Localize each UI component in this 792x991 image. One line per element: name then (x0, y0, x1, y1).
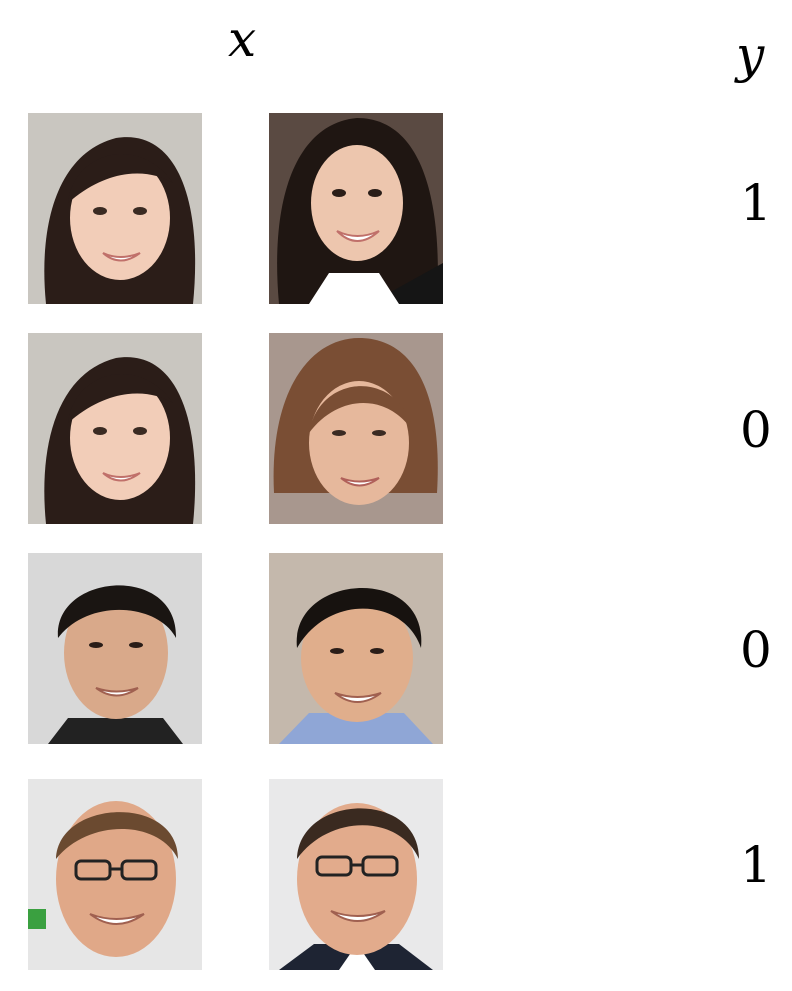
woman-long-dark-hair-smiling-icon (28, 113, 202, 304)
woman-dark-hair-business-jacket-icon (269, 113, 443, 304)
row3-left-face-photo (28, 553, 202, 744)
row3-right-face-photo (269, 553, 443, 744)
x-column-header: x (228, 10, 257, 68)
row4-right-face-photo (269, 779, 443, 970)
row4-left-face-photo (28, 779, 202, 970)
row4-label: 1 (740, 836, 772, 894)
row2-label: 0 (740, 401, 772, 459)
man-glasses-balding-icon (28, 779, 202, 970)
man-short-dark-hair-icon (28, 553, 202, 744)
man-dark-hair-blue-shirt-icon (269, 553, 443, 744)
row3-label: 0 (740, 621, 772, 679)
row2-right-face-photo (269, 333, 443, 524)
older-woman-short-brown-hair-icon (269, 333, 443, 524)
y-column-header: y (736, 26, 765, 84)
row2-left-face-photo (28, 333, 202, 524)
row1-label: 1 (740, 174, 772, 232)
row1-left-face-photo (28, 113, 202, 304)
woman-long-dark-hair-smiling-icon (28, 333, 202, 524)
man-glasses-balding-dark-suit-icon (269, 779, 443, 970)
row1-right-face-photo (269, 113, 443, 304)
